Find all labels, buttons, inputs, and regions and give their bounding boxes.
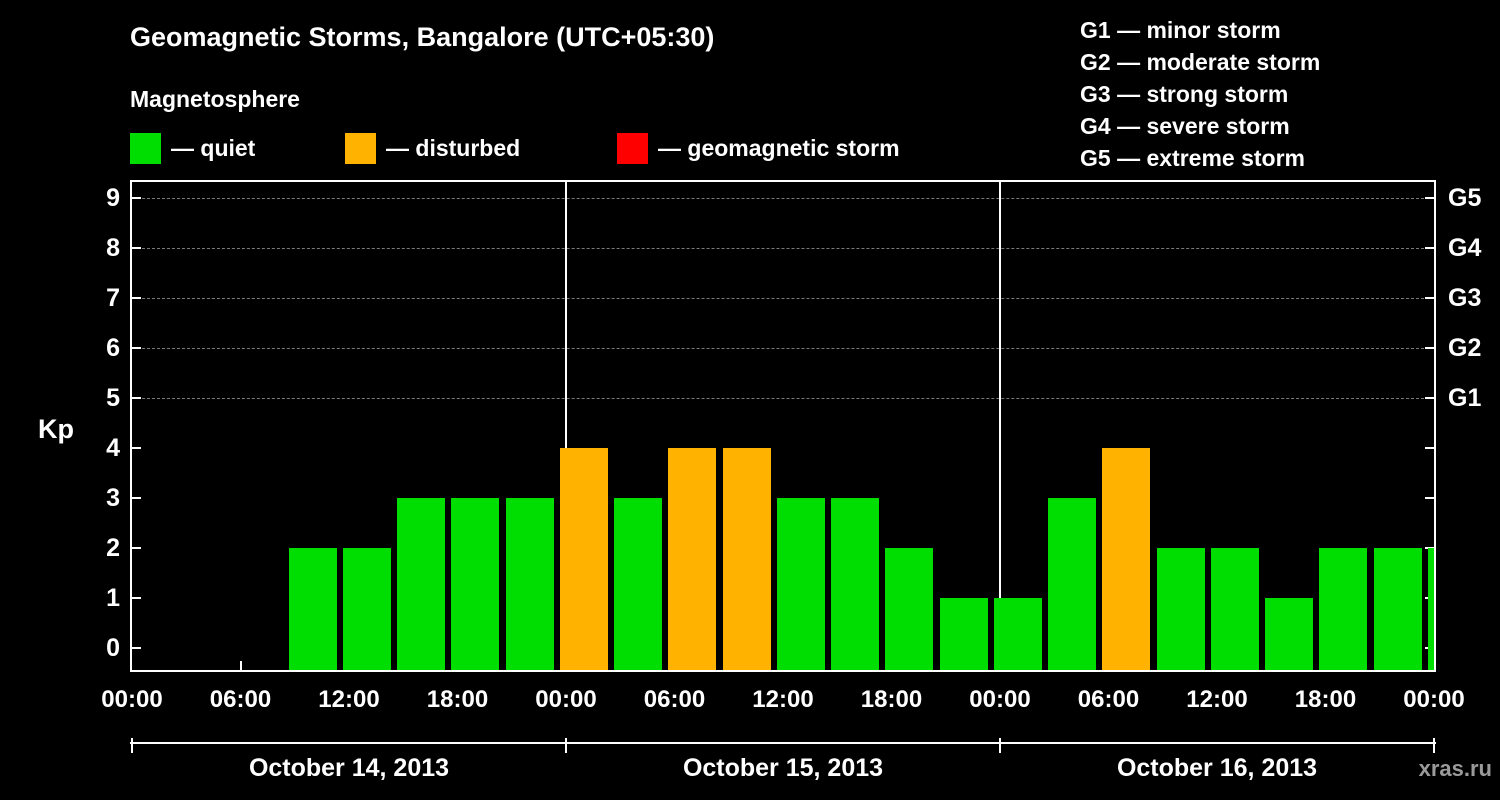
y-tick-label: 8 — [106, 234, 120, 262]
kp-bar — [1102, 448, 1151, 670]
y-axis-title: Kp — [38, 414, 74, 444]
y-tick-label: 4 — [106, 434, 120, 462]
x-tick-label: 00:00 — [101, 686, 163, 713]
y-tick-label: 9 — [106, 184, 120, 212]
date-label: October 15, 2013 — [682, 754, 884, 782]
y-tick-right — [1425, 397, 1434, 399]
kp-bar — [1210, 548, 1259, 670]
day-bracket-tick — [131, 738, 133, 753]
legend-item-label: — quiet — [171, 135, 256, 161]
g-scale-label: G4 — [1448, 234, 1482, 262]
x-tick-label: 06:00 — [1077, 686, 1140, 713]
x-tick-label: 12:00 — [1186, 686, 1248, 713]
x-tick-label: 18:00 — [426, 686, 489, 713]
x-tick-label: 12:00 — [752, 686, 814, 713]
kp-bar — [1048, 498, 1097, 670]
kp-bar — [288, 548, 337, 670]
date-label: October 16, 2013 — [1116, 754, 1318, 782]
kp-bar — [1265, 598, 1314, 670]
kp-bar — [776, 498, 825, 670]
y-tick-left — [132, 447, 141, 449]
kp-bar — [451, 498, 500, 670]
y-tick-left — [132, 197, 141, 199]
y-tick-right — [1425, 297, 1434, 299]
kp-gridline — [132, 348, 1434, 349]
kp-gridline — [132, 248, 1434, 249]
g-scale-label: G5 — [1448, 184, 1482, 212]
y-tick-left — [132, 397, 141, 399]
y-tick-right — [1425, 447, 1434, 449]
kp-bar — [1427, 548, 1434, 670]
quiet-legend-swatch — [130, 133, 161, 164]
kp-bar — [1156, 548, 1205, 670]
storm-scale-item: G2 — moderate storm — [1080, 49, 1321, 75]
x-tick-label: 18:00 — [1294, 686, 1357, 713]
y-tick-right — [1425, 347, 1434, 349]
day-boundary-line — [565, 182, 567, 672]
kp-gridline — [132, 298, 1434, 299]
day-bracket-line — [130, 742, 1436, 744]
x-tick-label: 18:00 — [860, 686, 923, 713]
y-tick-left — [132, 347, 141, 349]
page-title: Geomagnetic Storms, Bangalore (UTC+05:30… — [130, 22, 715, 52]
day-boundary-line — [999, 182, 1001, 672]
magnetosphere-label: Magnetosphere — [130, 86, 300, 112]
y-tick-label: 6 — [106, 334, 120, 362]
kp-bar — [1373, 548, 1422, 670]
kp-bar — [831, 498, 880, 670]
legend-item-label: — disturbed — [386, 135, 521, 161]
y-tick-left — [132, 497, 141, 499]
y-tick-right — [1425, 497, 1434, 499]
y-tick-left — [132, 597, 141, 599]
x-tick-label: 00:00 — [535, 686, 597, 713]
x-tick-label: 06:00 — [643, 686, 706, 713]
y-tick-left — [132, 297, 141, 299]
day-bracket-tick — [1433, 738, 1435, 753]
legend-item-label: — geomagnetic storm — [658, 135, 900, 161]
y-tick-label: 5 — [106, 384, 120, 412]
y-tick-label: 1 — [106, 584, 120, 612]
y-tick-label: 2 — [106, 534, 120, 562]
y-tick-left — [132, 547, 141, 549]
kp-gridline — [132, 198, 1434, 199]
kp-bar — [614, 498, 663, 670]
kp-gridline — [132, 398, 1434, 399]
y-tick-left — [132, 247, 141, 249]
kp-bar — [397, 498, 446, 670]
g-scale-label: G3 — [1448, 284, 1482, 312]
kp-bar — [668, 448, 717, 670]
kp-bar — [722, 448, 771, 670]
y-tick-label: 3 — [106, 484, 120, 512]
kp-bar — [505, 498, 554, 670]
y-tick-left — [132, 647, 141, 649]
disturbed-legend-swatch — [345, 133, 376, 164]
watermark: xras.ru — [1418, 756, 1492, 781]
g-scale-label: G2 — [1448, 334, 1482, 362]
date-label: October 14, 2013 — [248, 754, 450, 782]
kp-bar — [939, 598, 988, 670]
x-tick-label: 00:00 — [969, 686, 1031, 713]
storm-scale-item: G5 — extreme storm — [1080, 145, 1305, 171]
day-bracket-tick — [999, 738, 1001, 753]
kp-bar — [993, 598, 1042, 670]
x-tick-label: 00:00 — [1403, 686, 1465, 713]
x-tick-label: 06:00 — [209, 686, 272, 713]
storm-scale-item: G1 — minor storm — [1080, 17, 1281, 43]
kp-bar — [559, 448, 608, 670]
storm-scale-item: G4 — severe storm — [1080, 113, 1290, 139]
y-tick-right — [1425, 247, 1434, 249]
storm-legend-swatch — [617, 133, 648, 164]
kp-bar — [342, 548, 391, 670]
kp-bar — [1319, 548, 1368, 670]
y-tick-label: 0 — [106, 634, 120, 662]
y-tick-label: 7 — [106, 284, 120, 312]
x-tick-label: 12:00 — [318, 686, 380, 713]
g-scale-label: G1 — [1448, 384, 1482, 412]
storm-scale-item: G3 — strong storm — [1080, 81, 1289, 107]
kp-bar — [885, 548, 934, 670]
y-tick-right — [1425, 197, 1434, 199]
day-bracket-tick — [565, 738, 567, 753]
x-tick — [239, 661, 242, 670]
